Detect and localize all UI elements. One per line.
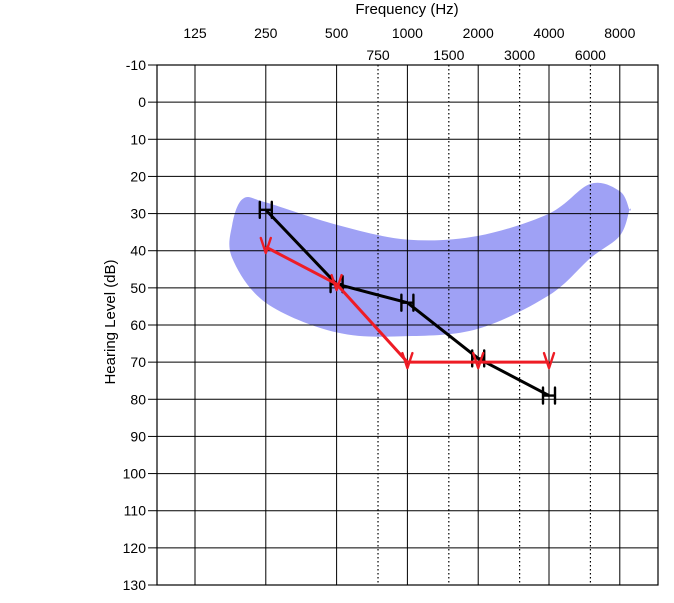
y-tick-label: 110 <box>124 503 147 519</box>
data-point-unaided <box>400 293 415 312</box>
y-tick-label: -10 <box>126 57 146 73</box>
x-major-tick-label: 250 <box>254 25 278 41</box>
x-minor-tick-label: 1500 <box>433 47 464 63</box>
y-tick-label: 70 <box>130 354 146 370</box>
y-tick-label: 0 <box>138 94 146 110</box>
y-tick-label: 10 <box>130 131 146 147</box>
y-tick-label: 40 <box>130 243 146 259</box>
series-layer <box>258 200 557 405</box>
data-point-unaided <box>258 200 273 220</box>
x-minor-tick-label: 3000 <box>504 47 535 63</box>
x-major-tick-label: 125 <box>183 25 207 41</box>
labels-layer: Frequency (Hz) Hearing Level (dB) -10 0 10… <box>102 1 636 593</box>
data-point-aided <box>472 351 485 370</box>
plot-frame <box>156 64 659 586</box>
x-minor-tick-label: 750 <box>366 47 390 63</box>
y-tick-label: 130 <box>123 577 147 593</box>
y-tick-label: 60 <box>130 317 146 333</box>
y-axis-title: Hearing Level (dB) <box>102 259 119 384</box>
y-tick-label: 90 <box>130 428 146 444</box>
y-tick-label: 20 <box>130 168 146 184</box>
x-major-tick-label: 4000 <box>533 25 564 41</box>
speech-banana-layer <box>229 182 631 337</box>
grid-layer <box>148 64 659 586</box>
x-major-tick-label: 1000 <box>392 25 423 41</box>
data-point-aided <box>542 351 556 370</box>
x-major-tick-label: 2000 <box>463 25 494 41</box>
data-point-aided <box>401 351 414 370</box>
speech-banana-region <box>229 182 631 337</box>
x-major-tick-label: 8000 <box>604 25 635 41</box>
y-tick-label: 100 <box>123 466 147 482</box>
y-tick-label: 30 <box>130 206 146 222</box>
x-major-tick-label: 500 <box>325 25 349 41</box>
y-tick-label: 50 <box>130 280 146 296</box>
data-point-aided <box>259 236 272 255</box>
x-minor-tick-label: 6000 <box>575 47 606 63</box>
data-point-aided <box>330 273 343 292</box>
series-line-aided <box>265 245 549 364</box>
x-axis-title: Frequency (Hz) <box>355 1 458 18</box>
y-tick-label: 120 <box>123 540 147 556</box>
y-tick-label: 80 <box>130 391 146 407</box>
data-point-unaided <box>541 386 557 405</box>
